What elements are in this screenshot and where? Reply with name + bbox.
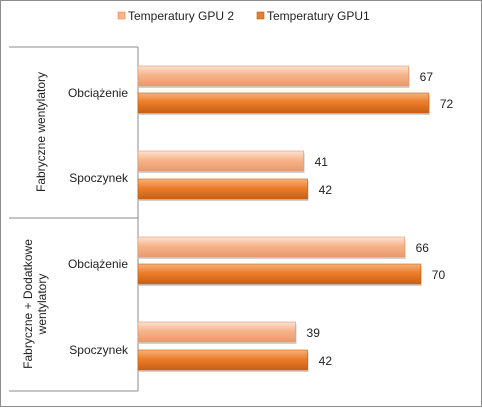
legend: Temperatury GPU 2 Temperatury GPU1 (117, 9, 370, 23)
legend-swatch-1 (117, 11, 126, 20)
bar-gpu1-2 (137, 178, 308, 200)
data-label-gpu2-3: 66 (416, 241, 430, 255)
bar-gpu2-4 (137, 321, 296, 343)
labels: Fabryczne wentylatory Fabryczne + Dodatko… (21, 70, 454, 369)
data-label-gpu1-4: 42 (319, 354, 333, 368)
bar-gpu2-2 (137, 150, 304, 172)
bars (137, 65, 430, 372)
bar-gpu2-1 (137, 65, 409, 87)
data-label-gpu2-1: 67 (420, 70, 434, 84)
data-label-gpu1-1: 72 (440, 97, 454, 111)
bar-gpu2-3 (137, 236, 405, 258)
data-label-gpu2-2: 41 (315, 155, 329, 169)
group-label-2: Fabryczne + Dodatkowewentylatory (21, 239, 49, 369)
data-label-gpu1-2: 42 (319, 183, 333, 197)
data-label-gpu1-3: 70 (432, 268, 446, 282)
bar-gpu1-3 (137, 263, 422, 285)
legend-swatch-2 (256, 11, 265, 20)
group-label-1: Fabryczne wentylatory (34, 72, 48, 192)
category-label-3: Obciążenie (68, 257, 128, 271)
legend-label-1: Temperatury GPU 2 (128, 9, 234, 23)
category-label-2: Spoczynek (69, 171, 129, 185)
category-label-1: Obciążenie (68, 86, 128, 100)
legend-label-2: Temperatury GPU1 (267, 9, 370, 23)
bar-gpu1-1 (137, 92, 430, 114)
bar-gpu1-4 (137, 349, 308, 371)
category-label-4: Spoczynek (69, 343, 129, 357)
data-label-gpu2-4: 39 (307, 326, 321, 340)
